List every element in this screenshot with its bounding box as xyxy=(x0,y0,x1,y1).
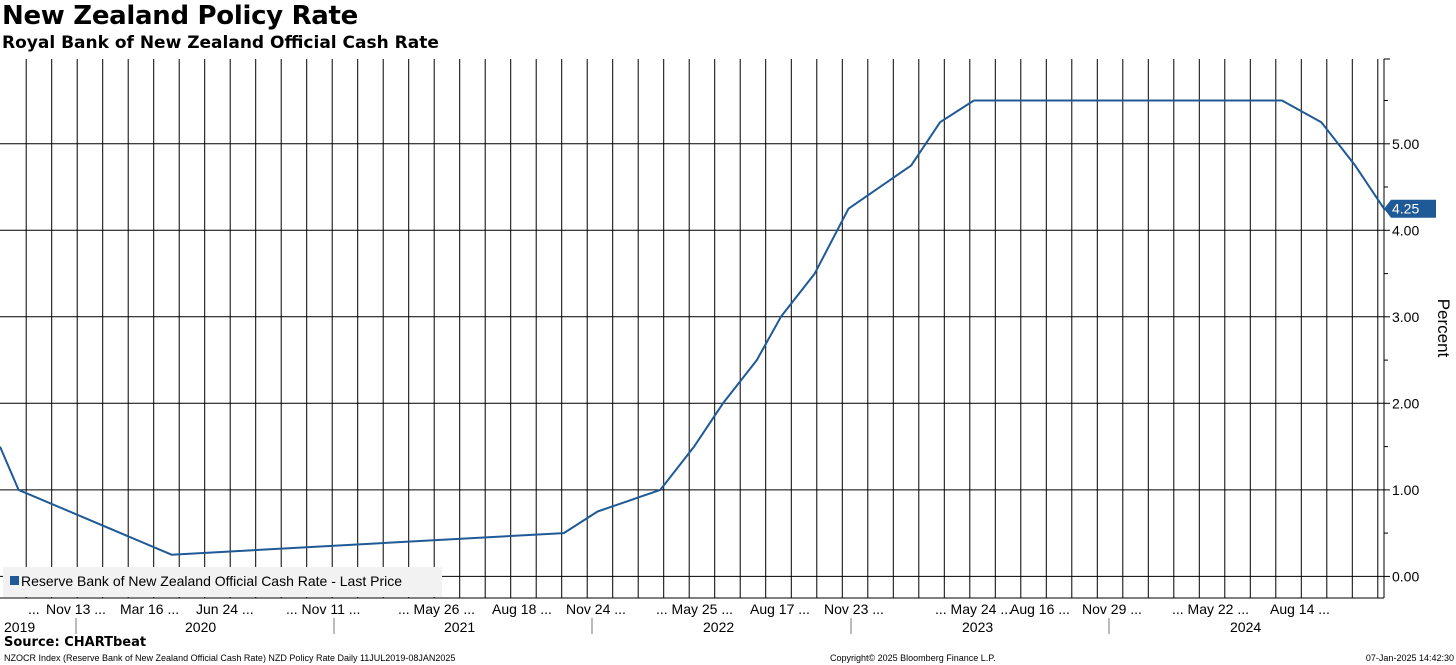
x-tick-label: Nov 29 ... xyxy=(1082,601,1142,617)
x-year-label: 2024 xyxy=(1230,619,1261,635)
legend-background xyxy=(3,567,442,597)
legend-entry: Reserve Bank of New Zealand Official Cas… xyxy=(21,573,402,589)
series-layer xyxy=(0,99,1385,556)
grid-layer xyxy=(0,59,1384,598)
y-tick-label: 1.00 xyxy=(1392,482,1419,498)
chart-subtitle: Royal Bank of New Zealand Official Cash … xyxy=(2,33,439,53)
x-tick-label: Jun 24 ... xyxy=(196,601,254,617)
y-axis: 0.00 1.00 2.00 3.00 4.00 5.00 4.25 xyxy=(1383,58,1436,598)
x-year-label: 2023 xyxy=(962,619,993,635)
x-year-label: 2021 xyxy=(444,619,475,635)
series-line xyxy=(0,99,1385,556)
x-year-label: 2019 xyxy=(4,619,35,635)
timestamp: 07-Jan-2025 14:42:30 xyxy=(1365,653,1454,663)
y-tick-label: 0.00 xyxy=(1392,568,1419,584)
x-year-label: 2020 xyxy=(185,619,216,635)
x-tick-label: Nov 13 ... xyxy=(46,601,106,617)
x-tick-label: Aug 17 ... xyxy=(750,601,810,617)
source-note: Source: CHARTbeat xyxy=(4,635,147,650)
x-tick-label: Nov 23 ... xyxy=(824,601,884,617)
legend-swatch xyxy=(10,576,19,585)
ticker-description: NZOCR Index (Reserve Bank of New Zealand… xyxy=(4,653,456,663)
x-tick-label: Nov 24 ... xyxy=(566,601,626,617)
x-axis: ... Nov 13 ... Mar 16 ... Jun 24 ... ... Nov… xyxy=(0,597,1384,635)
last-value-label: 4.25 xyxy=(1392,201,1419,217)
x-tick-label: ... Nov 11 ... xyxy=(286,601,360,617)
copyright-note: Copyright© 2025 Bloomberg Finance L.P. xyxy=(830,653,996,663)
y-tick-label: 2.00 xyxy=(1392,395,1419,411)
x-tick-label: Mar 16 ... xyxy=(120,601,179,617)
last-value-tag xyxy=(1384,199,1436,218)
y-tick-label: 5.00 xyxy=(1392,136,1419,152)
legend: Reserve Bank of New Zealand Official Cas… xyxy=(3,567,442,597)
x-tick-label: ... xyxy=(28,601,40,617)
chart-title: New Zealand Policy Rate xyxy=(2,1,359,31)
x-tick-label: ... May 25 ... xyxy=(656,601,733,617)
x-tick-label: Aug 16 ... xyxy=(1010,601,1070,617)
x-tick-label: ... May 24 ... xyxy=(935,601,1012,617)
x-tick-label: ... May 26 ... xyxy=(398,601,475,617)
x-tick-label: Aug 18 ... xyxy=(492,601,552,617)
y-tick-label: 4.00 xyxy=(1392,222,1419,238)
x-tick-label: ... May 22 ... xyxy=(1172,601,1249,617)
y-tick-label: 3.00 xyxy=(1392,309,1419,325)
x-year-label: 2022 xyxy=(703,619,734,635)
x-tick-label: Aug 14 ... xyxy=(1270,601,1330,617)
y-axis-label: Percent xyxy=(1434,299,1453,358)
